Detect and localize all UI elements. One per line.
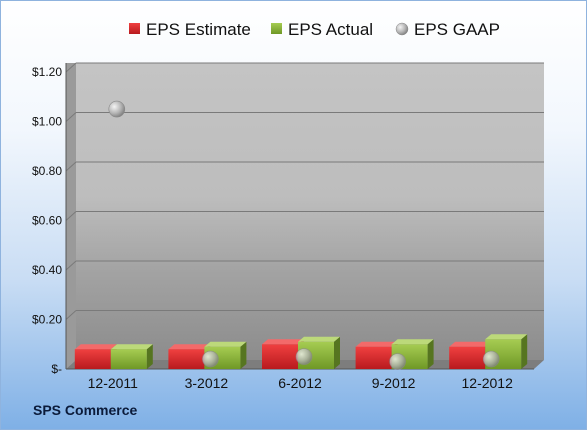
gaap-point (482, 350, 500, 368)
grid-line-side (65, 62, 77, 73)
legend-item-eps-estimate: EPS Estimate (129, 20, 251, 39)
bar-eps-estimate (74, 344, 117, 369)
gaap-points (108, 100, 500, 370)
x-tick-label: 3-2012 (185, 375, 229, 391)
plot-area (65, 62, 544, 370)
legend-item-eps-gaap: EPS GAAP (395, 20, 500, 39)
legend-label: EPS Actual (288, 20, 373, 39)
y-axis-ticks: $- $0.20 $0.40 $0.60 $0.80 $1.00 $1.20 (32, 65, 62, 376)
legend-swatch (271, 23, 282, 34)
x-tick-label: 12-2011 (88, 375, 139, 391)
y-tick-label: $1.00 (32, 115, 62, 129)
gaap-point (108, 100, 126, 118)
legend-swatch (129, 23, 140, 34)
x-tick-label: 6-2012 (278, 375, 322, 391)
y-tick-label: $0.20 (32, 313, 62, 327)
y-tick-label: $0.40 (32, 263, 62, 277)
gaap-point (202, 350, 219, 368)
grid-line-side (65, 310, 77, 320)
grid-line-side (65, 161, 77, 172)
y-tick-label: $0.80 (32, 164, 62, 178)
bar-eps-actual (110, 344, 153, 369)
x-tick-label: 9-2012 (372, 375, 416, 391)
legend-item-eps-actual: EPS Actual (271, 20, 373, 39)
y-tick-label: $- (51, 362, 62, 376)
gaap-point (389, 353, 406, 370)
y-tick-label: $1.20 (32, 65, 62, 79)
legend-label: EPS GAAP (414, 20, 500, 39)
gaap-point (295, 348, 313, 365)
x-axis-ticks: 12-2011 3-2012 6-2012 9-2012 12-2012 (88, 375, 513, 391)
grid-line-side (65, 211, 77, 221)
legend-swatch (395, 22, 409, 36)
grid-lines (65, 62, 544, 320)
legend: EPS Estimate EPS Actual EPS GAAP (129, 20, 500, 39)
grid-line-side (65, 112, 77, 122)
y-tick-label: $0.60 (32, 214, 62, 228)
legend-label: EPS Estimate (146, 20, 251, 39)
grid-line-side (65, 260, 77, 271)
x-tick-label: 12-2012 (462, 375, 514, 391)
source-label: SPS Commerce (33, 402, 138, 418)
